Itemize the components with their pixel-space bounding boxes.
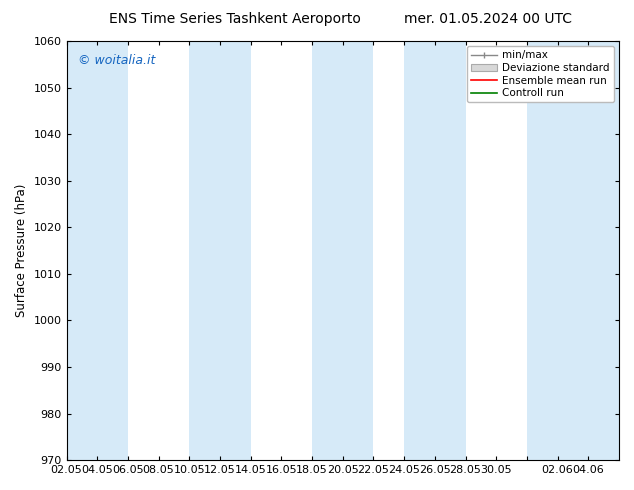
Bar (404, 41, 465, 460)
Text: mer. 01.05.2024 00 UTC: mer. 01.05.2024 00 UTC (404, 12, 572, 26)
Legend: min/max, Deviazione standard, Ensemble mean run, Controll run: min/max, Deviazione standard, Ensemble m… (467, 46, 614, 102)
Text: ENS Time Series Tashkent Aeroporto: ENS Time Series Tashkent Aeroporto (108, 12, 361, 26)
Text: © woitalia.it: © woitalia.it (77, 53, 155, 67)
Bar (527, 41, 588, 460)
Bar (588, 41, 619, 460)
Bar (190, 41, 250, 460)
Bar (312, 41, 373, 460)
Bar (67, 41, 128, 460)
Y-axis label: Surface Pressure (hPa): Surface Pressure (hPa) (15, 184, 28, 318)
